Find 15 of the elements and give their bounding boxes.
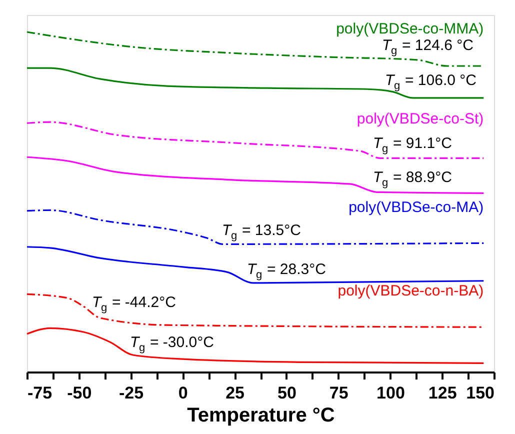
series-label: poly(VBDSe-co-n-BA) — [338, 282, 484, 300]
x-tick-label: 150 — [466, 384, 494, 402]
x-tick-label: 75 — [329, 384, 348, 402]
series-label: poly(VBDSe-co-MMA) — [336, 20, 484, 38]
x-tick-label: 25 — [226, 384, 245, 402]
x-tick-label: -75 — [28, 384, 52, 402]
x-tick-label: 100 — [376, 384, 405, 402]
x-tick-label: 125 — [428, 384, 457, 402]
x-tick-label: 50 — [277, 384, 296, 402]
x-axis-title: Temperature °C — [187, 404, 335, 426]
x-tick-label: 0 — [178, 384, 188, 402]
series-label: poly(VBDSe-co-MA) — [348, 198, 484, 216]
x-tick-label: -25 — [118, 384, 144, 402]
series-label: poly(VBDSe-co-St) — [356, 110, 484, 128]
x-tick-label: -50 — [67, 384, 92, 402]
